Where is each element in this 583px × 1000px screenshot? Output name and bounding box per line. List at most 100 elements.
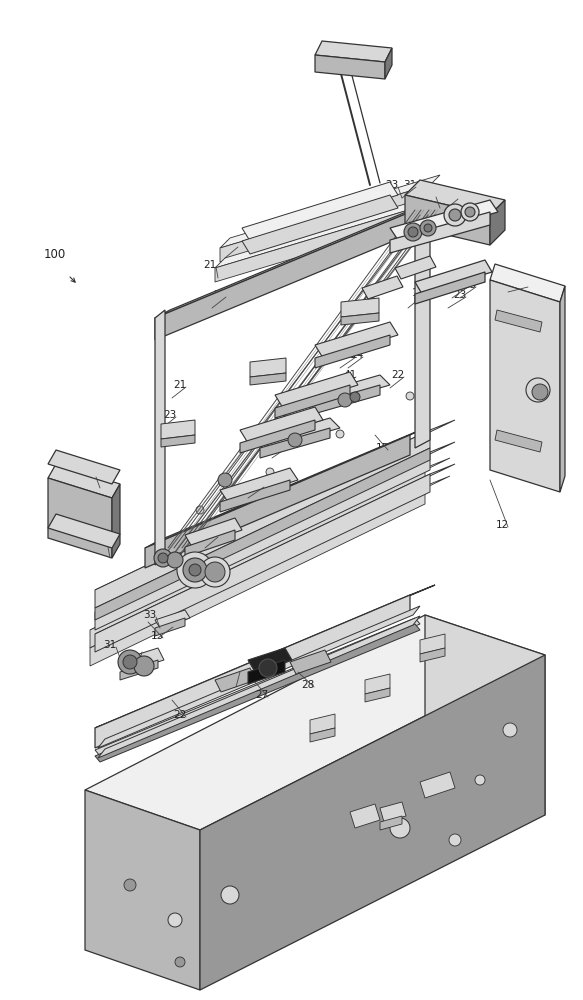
Polygon shape	[350, 804, 380, 828]
Polygon shape	[90, 458, 450, 630]
Polygon shape	[248, 660, 285, 684]
Circle shape	[288, 433, 302, 447]
Text: 22: 22	[173, 710, 187, 720]
Polygon shape	[365, 674, 390, 694]
Text: 23: 23	[83, 470, 97, 480]
Polygon shape	[250, 358, 286, 377]
Circle shape	[465, 207, 475, 217]
Polygon shape	[315, 322, 398, 358]
Polygon shape	[250, 373, 286, 385]
Text: 21: 21	[173, 380, 187, 390]
Polygon shape	[90, 468, 425, 648]
Text: 23: 23	[163, 410, 177, 420]
Polygon shape	[310, 714, 335, 734]
Text: 33: 33	[423, 190, 437, 200]
Circle shape	[168, 913, 182, 927]
Polygon shape	[315, 55, 385, 79]
Polygon shape	[495, 310, 542, 332]
Polygon shape	[155, 610, 190, 628]
Circle shape	[449, 834, 461, 846]
Polygon shape	[275, 385, 350, 418]
Polygon shape	[380, 802, 406, 822]
Polygon shape	[185, 518, 242, 547]
Polygon shape	[48, 514, 120, 548]
Text: 23: 23	[385, 180, 399, 190]
Polygon shape	[420, 648, 445, 662]
Circle shape	[221, 886, 239, 904]
Text: 26: 26	[205, 530, 219, 540]
Polygon shape	[85, 790, 200, 990]
Text: 12: 12	[496, 520, 508, 530]
Circle shape	[503, 723, 517, 737]
Circle shape	[154, 549, 172, 567]
Polygon shape	[155, 618, 185, 636]
Circle shape	[134, 656, 154, 676]
Text: 31: 31	[103, 640, 117, 650]
Polygon shape	[260, 428, 330, 458]
Polygon shape	[120, 648, 164, 672]
Polygon shape	[248, 648, 292, 672]
Polygon shape	[405, 180, 505, 215]
Polygon shape	[341, 313, 379, 325]
Text: 41: 41	[343, 370, 357, 380]
Circle shape	[123, 655, 137, 669]
Polygon shape	[341, 298, 379, 317]
Polygon shape	[48, 450, 120, 484]
Polygon shape	[155, 208, 420, 340]
Polygon shape	[155, 310, 165, 565]
Circle shape	[526, 378, 550, 402]
Polygon shape	[200, 655, 545, 990]
Polygon shape	[395, 256, 436, 279]
Polygon shape	[95, 585, 435, 728]
Polygon shape	[90, 476, 450, 648]
Circle shape	[177, 552, 213, 588]
Polygon shape	[240, 420, 315, 453]
Polygon shape	[310, 375, 390, 405]
Text: 100: 100	[44, 248, 66, 261]
Polygon shape	[315, 41, 392, 62]
Circle shape	[183, 558, 207, 582]
Polygon shape	[240, 407, 323, 443]
Polygon shape	[95, 442, 455, 612]
Polygon shape	[425, 615, 545, 815]
Polygon shape	[98, 616, 420, 758]
Text: 43: 43	[275, 440, 289, 450]
Circle shape	[461, 203, 479, 221]
Text: 13: 13	[515, 280, 529, 290]
Circle shape	[336, 430, 344, 438]
Circle shape	[404, 223, 422, 241]
Polygon shape	[95, 420, 455, 590]
Circle shape	[259, 659, 277, 677]
Text: 23: 23	[213, 290, 227, 300]
Polygon shape	[390, 212, 490, 253]
Polygon shape	[490, 280, 560, 492]
Polygon shape	[220, 468, 298, 502]
Circle shape	[196, 506, 204, 514]
Text: 42: 42	[303, 420, 317, 430]
Polygon shape	[362, 276, 403, 299]
Polygon shape	[145, 435, 410, 568]
Circle shape	[205, 562, 225, 582]
Circle shape	[475, 775, 485, 785]
Circle shape	[158, 553, 168, 563]
Text: 29: 29	[343, 350, 357, 360]
Text: 15: 15	[412, 288, 424, 298]
Text: 21: 21	[203, 260, 217, 270]
Polygon shape	[380, 816, 402, 830]
Polygon shape	[405, 195, 490, 245]
Polygon shape	[95, 448, 430, 620]
Circle shape	[124, 879, 136, 891]
Polygon shape	[161, 420, 195, 439]
Circle shape	[406, 392, 414, 400]
Text: 33: 33	[143, 610, 157, 620]
Polygon shape	[85, 615, 545, 830]
Circle shape	[200, 557, 230, 587]
Polygon shape	[185, 530, 235, 557]
Circle shape	[338, 393, 352, 407]
Polygon shape	[490, 264, 565, 302]
Polygon shape	[155, 200, 435, 318]
Polygon shape	[560, 286, 565, 492]
Polygon shape	[495, 430, 542, 452]
Polygon shape	[220, 175, 440, 248]
Circle shape	[167, 552, 183, 568]
